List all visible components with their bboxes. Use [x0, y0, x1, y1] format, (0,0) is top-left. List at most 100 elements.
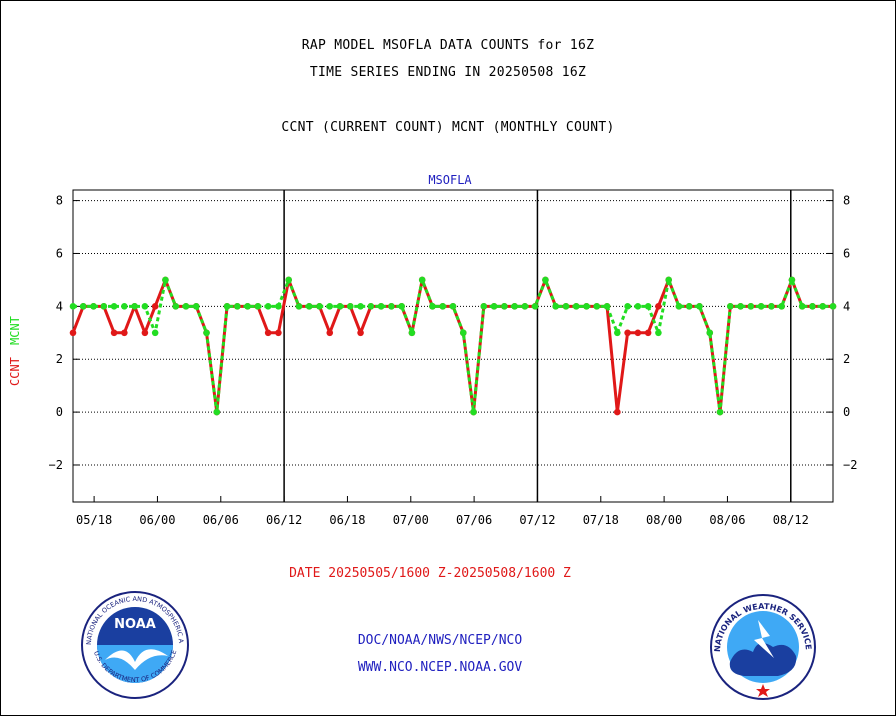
data-point-mcnt [172, 303, 180, 310]
data-point-mcnt [624, 303, 631, 310]
data-point-mcnt [685, 303, 693, 310]
x-axis-ticks: 05/18 06/00 06/06 06/12 06/18 07/00 07/06 07/12… [76, 496, 809, 527]
data-point-mcnt [131, 303, 138, 310]
data-point-mcnt [90, 303, 97, 310]
data-point-ccnt [634, 329, 642, 337]
x-tick-label: 06/00 [139, 513, 175, 527]
series-layer [69, 276, 837, 416]
day-separators [283, 190, 792, 502]
data-point-mcnt [798, 303, 806, 310]
data-point-mcnt [634, 303, 642, 310]
y-tick-label: 0 [56, 405, 63, 419]
y-tick-label: −2 [49, 458, 63, 472]
data-point-mcnt [141, 303, 149, 310]
date-range-label: DATE 20250505/1600 Z-20250508/1600 Z [289, 566, 571, 581]
x-tick-label: 06/06 [203, 513, 239, 527]
data-point-mcnt [377, 303, 385, 310]
x-tick-label: 05/18 [76, 513, 112, 527]
data-point-mcnt [367, 303, 375, 310]
data-point-mcnt [726, 303, 734, 310]
data-point-mcnt [192, 303, 200, 310]
chart-header-line3: CCNT (CURRENT COUNT) MCNT (MONTHLY COUNT… [281, 120, 615, 135]
data-point-mcnt [223, 303, 231, 310]
x-tick-label: 07/06 [456, 513, 492, 527]
data-point-mcnt [234, 303, 241, 310]
noaa-logo: NOAA NATIONAL OCEANIC AND ATMOSPHERIC AD… [80, 590, 189, 699]
chart-header-line1: RAP MODEL MSOFLA DATA COUNTS for 16Z [301, 38, 595, 53]
data-point-mcnt [439, 303, 447, 310]
x-tick-label: 07/00 [393, 513, 429, 527]
data-point-mcnt [110, 303, 118, 310]
grid-lines [73, 200, 833, 466]
x-tick-label: 06/12 [266, 513, 302, 527]
x-tick-label: 06/18 [329, 513, 365, 527]
data-point-mcnt [346, 303, 354, 310]
x-tick-label: 08/06 [709, 513, 745, 527]
data-point-ccnt [624, 329, 631, 337]
data-point-mcnt [644, 303, 652, 310]
data-point-mcnt [737, 303, 744, 310]
data-point-ccnt [69, 329, 77, 337]
data-point-mcnt [593, 303, 601, 310]
data-point-mcnt [665, 276, 672, 284]
y-axis-label-mcnt: MCNT [8, 316, 22, 345]
data-point-mcnt [254, 303, 262, 310]
data-point-mcnt [480, 303, 488, 310]
data-point-mcnt [79, 303, 87, 310]
data-point-mcnt [408, 329, 416, 337]
data-point-ccnt [357, 329, 364, 337]
series-line-mcnt [73, 278, 833, 414]
footer-org-line: DOC/NOAA/NWS/NCEP/NCO [357, 633, 523, 648]
data-point-mcnt [819, 303, 827, 310]
data-point-ccnt [326, 329, 334, 337]
data-point-mcnt [768, 303, 775, 310]
data-point-mcnt [531, 303, 539, 310]
footer-url-line[interactable]: WWW.NCO.NCEP.NOAA.GOV [357, 660, 523, 675]
data-point-mcnt [182, 303, 190, 310]
x-tick-label: 08/12 [773, 513, 809, 527]
data-point-mcnt [603, 303, 611, 310]
data-point-mcnt [162, 276, 169, 284]
data-point-ccnt [614, 408, 621, 416]
data-point-ccnt [151, 303, 159, 310]
data-point-mcnt [583, 303, 590, 310]
data-point-mcnt [275, 303, 282, 310]
data-point-mcnt [655, 329, 662, 337]
data-point-mcnt [572, 303, 580, 310]
data-point-mcnt [614, 329, 621, 337]
data-point-mcnt [696, 303, 703, 310]
nws-logo: NATIONAL WEATHER SERVICE [710, 594, 816, 700]
data-point-mcnt [336, 303, 344, 310]
data-point-mcnt [418, 276, 426, 284]
data-point-mcnt [757, 303, 765, 310]
data-point-mcnt [562, 303, 570, 310]
noaa-logo-text: NOAA [114, 617, 156, 632]
data-point-mcnt [326, 303, 334, 310]
data-point-mcnt [501, 303, 508, 310]
data-point-ccnt [275, 329, 282, 337]
series-line-ccnt [71, 278, 833, 414]
data-point-mcnt [490, 303, 498, 310]
time-series-chart: MSOFLA −2 −2 0 0 2 2 4 4 6 6 8 8 05/18 06/00 06/06 06/… [8, 173, 858, 527]
data-point-mcnt [778, 303, 785, 310]
data-point-mcnt [285, 276, 292, 284]
data-point-mcnt [542, 276, 549, 284]
data-point-mcnt [829, 303, 837, 310]
data-point-mcnt [388, 303, 395, 310]
data-point-mcnt [449, 303, 457, 310]
chart-title: MSOFLA [428, 173, 472, 187]
y-tick-label-right: 0 [843, 405, 850, 419]
y-tick-label: 4 [56, 299, 63, 313]
y-tick-label: 2 [56, 352, 63, 366]
series-ccnt [69, 276, 837, 416]
data-point-ccnt [655, 303, 662, 310]
data-point-mcnt [203, 329, 210, 337]
data-point-mcnt [470, 408, 477, 416]
data-point-mcnt [316, 303, 323, 310]
y-axis-ticks: −2 −2 0 0 2 2 4 4 6 6 8 8 [49, 194, 858, 472]
data-point-mcnt [69, 303, 77, 310]
data-point-mcnt [121, 303, 128, 310]
data-point-mcnt [521, 303, 529, 310]
y-tick-label-right: 6 [843, 246, 850, 260]
data-point-mcnt [305, 303, 313, 310]
